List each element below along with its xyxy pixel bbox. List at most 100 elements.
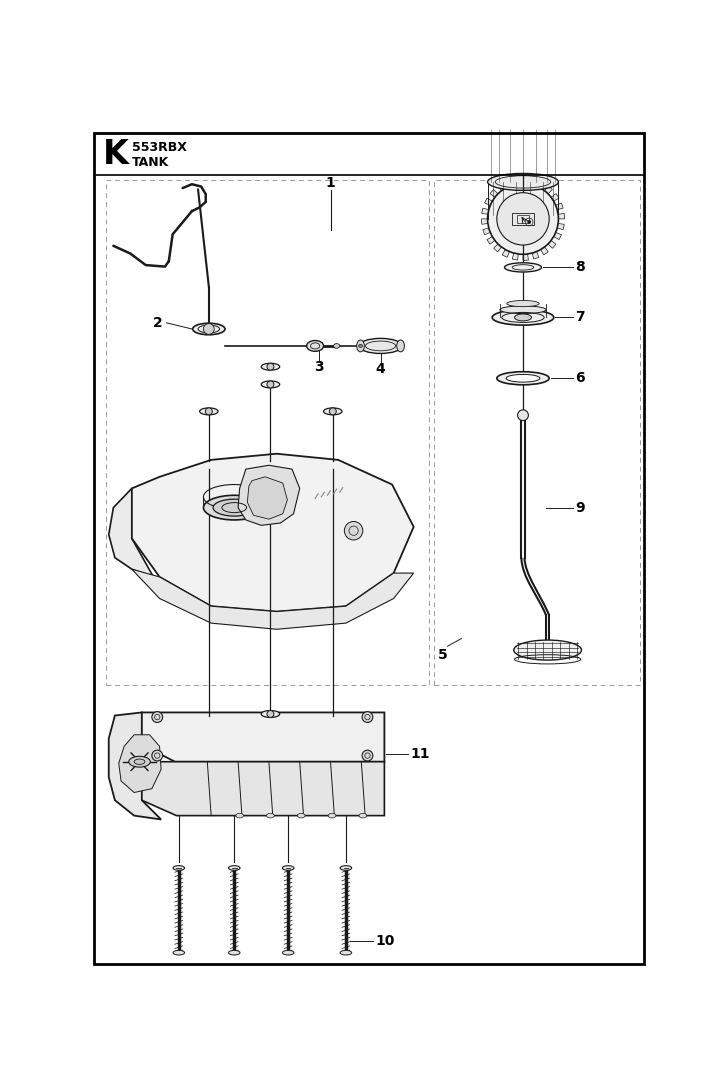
Ellipse shape [506, 375, 540, 382]
Ellipse shape [397, 340, 405, 352]
Polygon shape [142, 761, 384, 816]
Polygon shape [132, 454, 414, 611]
Text: 7: 7 [575, 311, 585, 325]
Ellipse shape [297, 813, 305, 818]
Text: 1: 1 [325, 176, 336, 190]
Circle shape [267, 363, 274, 370]
Ellipse shape [193, 324, 225, 334]
Polygon shape [487, 237, 495, 244]
Circle shape [518, 409, 528, 420]
Text: K: K [102, 138, 128, 172]
Circle shape [487, 184, 559, 254]
Text: 3: 3 [314, 359, 324, 374]
Ellipse shape [199, 408, 218, 415]
Circle shape [329, 408, 336, 415]
Ellipse shape [173, 866, 184, 870]
Ellipse shape [134, 759, 145, 765]
Ellipse shape [235, 813, 243, 818]
Ellipse shape [228, 950, 240, 955]
Circle shape [152, 750, 163, 761]
Polygon shape [512, 253, 518, 260]
Text: 11: 11 [410, 747, 430, 761]
Circle shape [267, 710, 274, 718]
Polygon shape [485, 198, 492, 205]
Polygon shape [238, 465, 300, 526]
Text: 553RBX: 553RBX [132, 141, 186, 154]
Polygon shape [494, 244, 501, 252]
Polygon shape [518, 177, 523, 184]
Polygon shape [483, 228, 490, 235]
Ellipse shape [487, 174, 559, 190]
Polygon shape [490, 189, 498, 198]
Circle shape [344, 521, 363, 540]
Polygon shape [544, 186, 552, 193]
Circle shape [527, 220, 531, 224]
Circle shape [152, 711, 163, 722]
Ellipse shape [515, 314, 531, 320]
Ellipse shape [333, 343, 340, 349]
Ellipse shape [505, 263, 541, 272]
Text: 8: 8 [575, 261, 585, 275]
Ellipse shape [228, 866, 240, 870]
Ellipse shape [282, 866, 294, 870]
Ellipse shape [359, 339, 402, 353]
Ellipse shape [328, 813, 336, 818]
Ellipse shape [213, 500, 256, 516]
Ellipse shape [340, 950, 351, 955]
Ellipse shape [129, 756, 150, 767]
Ellipse shape [492, 310, 554, 325]
Ellipse shape [261, 363, 279, 370]
Text: TANK: TANK [132, 156, 169, 169]
Polygon shape [556, 203, 563, 210]
Polygon shape [109, 712, 161, 820]
Circle shape [267, 381, 274, 388]
Polygon shape [554, 232, 562, 240]
Text: 5: 5 [438, 648, 448, 662]
Bar [517, 215, 529, 223]
Circle shape [362, 750, 373, 761]
Polygon shape [503, 250, 510, 257]
Polygon shape [119, 735, 161, 793]
Ellipse shape [514, 640, 582, 660]
Polygon shape [132, 569, 414, 629]
Text: 6: 6 [575, 371, 585, 386]
Ellipse shape [497, 371, 549, 384]
Circle shape [204, 324, 215, 334]
Polygon shape [523, 254, 528, 261]
Polygon shape [536, 180, 544, 188]
Polygon shape [498, 182, 505, 191]
Circle shape [497, 192, 549, 245]
Polygon shape [482, 209, 489, 214]
Polygon shape [142, 712, 384, 761]
Ellipse shape [356, 340, 364, 352]
Polygon shape [482, 219, 488, 225]
Polygon shape [507, 179, 514, 186]
Ellipse shape [359, 344, 362, 348]
Polygon shape [528, 178, 534, 185]
Bar [512, 213, 534, 225]
Polygon shape [532, 252, 539, 260]
Polygon shape [248, 477, 287, 519]
Ellipse shape [261, 381, 279, 388]
Ellipse shape [507, 301, 539, 306]
Ellipse shape [282, 950, 294, 955]
Circle shape [362, 711, 373, 722]
Ellipse shape [173, 950, 184, 955]
Ellipse shape [307, 341, 323, 351]
Ellipse shape [261, 710, 279, 718]
Bar [106, 179, 429, 684]
Ellipse shape [266, 813, 274, 818]
Bar [433, 179, 640, 684]
Polygon shape [109, 489, 153, 577]
Ellipse shape [359, 813, 366, 818]
Ellipse shape [204, 495, 265, 520]
Ellipse shape [500, 306, 546, 314]
Text: 4: 4 [376, 362, 385, 376]
Polygon shape [557, 224, 564, 229]
Text: 2: 2 [153, 316, 163, 330]
Ellipse shape [340, 866, 351, 870]
Polygon shape [558, 214, 564, 219]
Text: 9: 9 [575, 501, 585, 515]
Polygon shape [541, 247, 549, 255]
Ellipse shape [323, 408, 342, 415]
